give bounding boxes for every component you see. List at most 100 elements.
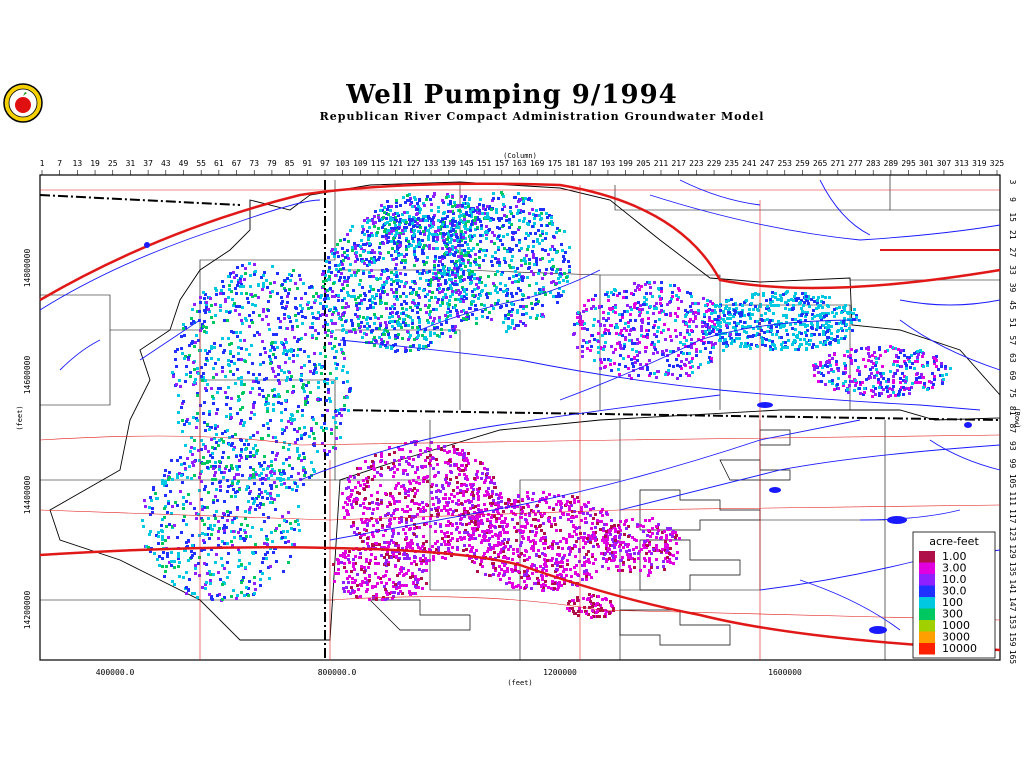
row-tick-label: 165 (1008, 650, 1017, 665)
column-tick-label: 25 (108, 159, 118, 168)
row-tick-label: 99 (1008, 459, 1017, 469)
column-tick-label: 49 (179, 159, 189, 168)
column-tick-label: 265 (813, 159, 828, 168)
row-tick-label: 81 (1008, 406, 1017, 416)
column-tick-label: 97 (320, 159, 330, 168)
row-axis-label: (Row) (1013, 407, 1021, 428)
column-tick-label: 175 (548, 159, 563, 168)
y-axis-label: (feet) (16, 405, 24, 430)
rivers (39, 179, 1001, 631)
column-tick-label: 127 (406, 159, 421, 168)
legend-label: 1000 (942, 619, 970, 632)
column-tick-label: 7 (57, 159, 62, 168)
column-tick-label: 217 (671, 159, 686, 168)
legend-label: 100 (942, 596, 963, 609)
legend-label: 10.0 (942, 573, 967, 586)
legend-title: acre-feet (929, 535, 979, 548)
apple-logo-icon (3, 83, 43, 123)
row-tick-label: 39 (1008, 283, 1017, 293)
column-tick-label: 91 (302, 159, 312, 168)
column-tick-label: 277 (848, 159, 863, 168)
column-tick-label: 295 (901, 159, 916, 168)
column-tick-label: 205 (636, 159, 651, 168)
column-tick-label: 247 (760, 159, 775, 168)
row-tick-label: 75 (1008, 388, 1017, 398)
column-tick-label: 19 (90, 159, 100, 168)
column-tick-label: 133 (424, 159, 439, 168)
column-tick-label: 115 (371, 159, 386, 168)
row-tick-label: 111 (1008, 491, 1017, 506)
column-tick-label: 1 (40, 159, 45, 168)
row-tick-label: 9 (1008, 197, 1017, 202)
column-tick-label: 43 (161, 159, 171, 168)
row-tick-label: 141 (1008, 579, 1017, 594)
reservoirs (144, 242, 972, 634)
legend-swatch (919, 562, 935, 574)
x-axis-label: (feet) (507, 679, 532, 687)
pumping-cells (141, 191, 952, 619)
map-title: Well Pumping 9/1994 (346, 80, 678, 110)
row-tick-label: 57 (1008, 336, 1017, 346)
legend-swatch (919, 643, 935, 655)
column-tick-label: 187 (583, 159, 598, 168)
column-tick-label: 37 (143, 159, 153, 168)
column-tick-label: 229 (707, 159, 722, 168)
y-tick-label: 14400000 (23, 476, 32, 515)
column-tick-label: 145 (459, 159, 474, 168)
row-tick-label: 51 (1008, 318, 1017, 328)
column-tick-label: 169 (530, 159, 545, 168)
column-tick-label: 307 (937, 159, 952, 168)
row-tick-label: 63 (1008, 353, 1017, 363)
column-tick-label: 79 (267, 159, 277, 168)
column-tick-label: 301 (919, 159, 934, 168)
y-tick-label: 14800000 (23, 249, 32, 288)
column-tick-label: 61 (214, 159, 224, 168)
row-tick-label: 21 (1008, 230, 1017, 240)
column-tick-label: 181 (565, 159, 580, 168)
y-tick-label: 14200000 (23, 591, 32, 630)
row-tick-label: 3 (1008, 180, 1017, 185)
row-ticks: 3915212733394551576369758187939910511111… (1008, 180, 1017, 665)
state-line (39, 194, 241, 206)
legend-label: 10000 (942, 642, 977, 655)
legend-swatch (919, 620, 935, 632)
row-tick-label: 105 (1008, 474, 1017, 489)
roads (39, 182, 1001, 660)
column-tick-label: 289 (884, 159, 899, 168)
row-tick-label: 147 (1008, 597, 1017, 612)
map-subtitle: Republican River Compact Administration … (319, 110, 765, 123)
column-tick-label: 151 (477, 159, 492, 168)
state-line (334, 409, 1001, 421)
column-tick-label: 199 (618, 159, 633, 168)
x-tick-label: 1200000 (543, 668, 577, 677)
column-tick-label: 139 (442, 159, 457, 168)
column-tick-label: 121 (388, 159, 403, 168)
legend-label: 30.0 (942, 585, 967, 598)
column-tick-label: 103 (335, 159, 350, 168)
row-tick-label: 33 (1008, 265, 1017, 275)
row-tick-label: 45 (1008, 300, 1017, 310)
column-tick-label: 55 (196, 159, 206, 168)
column-tick-label: 283 (866, 159, 881, 168)
legend-label: 300 (942, 608, 963, 621)
column-tick-label: 253 (778, 159, 793, 168)
column-tick-label: 67 (232, 159, 242, 168)
column-tick-label: 163 (512, 159, 527, 168)
row-tick-label: 135 (1008, 562, 1017, 577)
column-tick-label: 31 (126, 159, 136, 168)
column-tick-label: 259 (795, 159, 810, 168)
x-tick-label: 400000.0 (96, 668, 135, 677)
column-tick-label: 85 (285, 159, 295, 168)
row-tick-label: 153 (1008, 615, 1017, 630)
column-tick-label: 157 (495, 159, 510, 168)
legend-label: 1.00 (942, 550, 967, 563)
column-tick-label: 313 (954, 159, 969, 168)
legend-label: 3000 (942, 631, 970, 644)
column-tick-label: 13 (73, 159, 83, 168)
column-tick-label: 271 (831, 159, 846, 168)
legend-swatch (919, 551, 935, 563)
column-tick-label: 223 (689, 159, 704, 168)
row-tick-label: 117 (1008, 509, 1017, 524)
row-tick-label: 123 (1008, 527, 1017, 542)
